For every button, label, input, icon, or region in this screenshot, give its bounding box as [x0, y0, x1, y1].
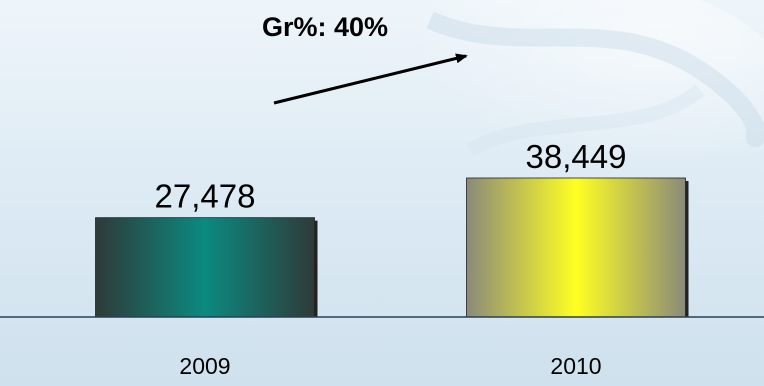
value-label-2009: 27,478 — [155, 178, 256, 215]
labels-layer: 27,478 2009 38,449 2010 — [155, 138, 627, 379]
bar-2009 — [95, 217, 315, 318]
growth-arrow — [273, 53, 468, 105]
value-label-2010: 38,449 — [526, 138, 627, 175]
bar-2010 — [466, 177, 686, 318]
growth-annotation: Gr%: 40% — [262, 12, 388, 42]
category-label-2009: 2009 — [179, 353, 230, 379]
bars-layer — [95, 177, 689, 318]
category-label-2010: 2010 — [550, 353, 601, 379]
